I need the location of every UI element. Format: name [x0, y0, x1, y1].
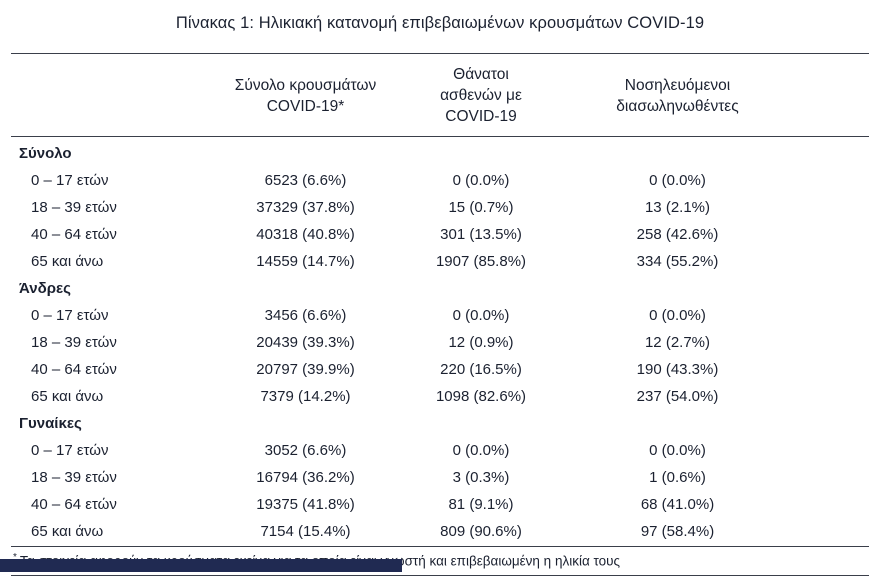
value-cell: 12 (0.9%): [426, 330, 616, 357]
header-total-cases: Σύνολο κρουσμάτων COVID-19*: [201, 54, 426, 137]
header-intubated-line2: διασωληνωθέντες: [616, 96, 739, 117]
value-cell: 190 (43.3%): [616, 357, 869, 384]
value-cell: 7379 (14.2%): [201, 384, 426, 411]
age-group-label: 65 και άνω: [11, 384, 201, 411]
footer-bar: [0, 559, 402, 572]
section-row: Σύνολο: [11, 137, 869, 168]
value-cell: 14559 (14.7%): [201, 249, 426, 276]
header-intubated: Νοσηλευόμενοι διασωληνωθέντες: [616, 54, 869, 137]
age-group-label: 40 – 64 ετών: [11, 357, 201, 384]
value-cell: 0 (0.0%): [426, 168, 616, 195]
header-total-cases-line1: Σύνολο κρουσμάτων: [201, 75, 410, 96]
value-cell: 258 (42.6%): [616, 222, 869, 249]
value-cell: 40318 (40.8%): [201, 222, 426, 249]
value-cell: 1 (0.6%): [616, 465, 869, 492]
page-title: Πίνακας 1: Ηλικιακή κατανομή επιβεβαιωμέ…: [0, 0, 880, 33]
value-cell: 6523 (6.6%): [201, 168, 426, 195]
age-group-label: 65 και άνω: [11, 519, 201, 547]
section-row: Άνδρες: [11, 276, 869, 303]
age-group-label: 0 – 17 ετών: [11, 438, 201, 465]
age-group-label: 65 και άνω: [11, 249, 201, 276]
value-cell: 220 (16.5%): [426, 357, 616, 384]
value-cell: 0 (0.0%): [426, 303, 616, 330]
header-row-label-column: [11, 54, 201, 137]
age-group-label: 18 – 39 ετών: [11, 465, 201, 492]
value-cell: 1907 (85.8%): [426, 249, 616, 276]
value-cell: 15 (0.7%): [426, 195, 616, 222]
table-header: Σύνολο κρουσμάτων COVID-19* Θάνατοι ασθε…: [11, 54, 869, 137]
age-group-label: 40 – 64 ετών: [11, 492, 201, 519]
value-cell: 809 (90.6%): [426, 519, 616, 547]
section-label: Άνδρες: [11, 276, 869, 303]
value-cell: 97 (58.4%): [616, 519, 869, 547]
age-group-label: 40 – 64 ετών: [11, 222, 201, 249]
value-cell: 3052 (6.6%): [201, 438, 426, 465]
section-label: Σύνολο: [11, 137, 869, 168]
value-cell: 237 (54.0%): [616, 384, 869, 411]
header-intubated-line1: Νοσηλευόμενοι: [616, 75, 739, 96]
value-cell: 3 (0.3%): [426, 465, 616, 492]
header-deaths-line1: Θάνατοι ασθενών με: [426, 64, 536, 106]
header-row: Σύνολο κρουσμάτων COVID-19* Θάνατοι ασθε…: [11, 54, 869, 137]
value-cell: 12 (2.7%): [616, 330, 869, 357]
age-group-label: 18 – 39 ετών: [11, 330, 201, 357]
value-cell: 16794 (36.2%): [201, 465, 426, 492]
age-group-label: 0 – 17 ετών: [11, 168, 201, 195]
age-group-label: 0 – 17 ετών: [11, 303, 201, 330]
value-cell: 1098 (82.6%): [426, 384, 616, 411]
value-cell: 81 (9.1%): [426, 492, 616, 519]
value-cell: 301 (13.5%): [426, 222, 616, 249]
section-label: Γυναίκες: [11, 411, 869, 438]
value-cell: 0 (0.0%): [616, 303, 869, 330]
header-total-cases-line2: COVID-19*: [201, 96, 410, 117]
value-cell: 0 (0.0%): [616, 438, 869, 465]
value-cell: 7154 (15.4%): [201, 519, 426, 547]
value-cell: 0 (0.0%): [616, 168, 869, 195]
value-cell: 334 (55.2%): [616, 249, 869, 276]
value-cell: 37329 (37.8%): [201, 195, 426, 222]
covid-age-distribution-table: Σύνολο κρουσμάτων COVID-19* Θάνατοι ασθε…: [11, 53, 869, 547]
value-cell: 20439 (39.3%): [201, 330, 426, 357]
value-cell: 13 (2.1%): [616, 195, 869, 222]
header-deaths-line2: COVID-19: [426, 106, 536, 127]
value-cell: 0 (0.0%): [426, 438, 616, 465]
header-deaths: Θάνατοι ασθενών με COVID-19: [426, 54, 616, 137]
value-cell: 20797 (39.9%): [201, 357, 426, 384]
age-group-label: 18 – 39 ετών: [11, 195, 201, 222]
value-cell: 3456 (6.6%): [201, 303, 426, 330]
section-row: Γυναίκες: [11, 411, 869, 438]
value-cell: 68 (41.0%): [616, 492, 869, 519]
value-cell: 19375 (41.8%): [201, 492, 426, 519]
